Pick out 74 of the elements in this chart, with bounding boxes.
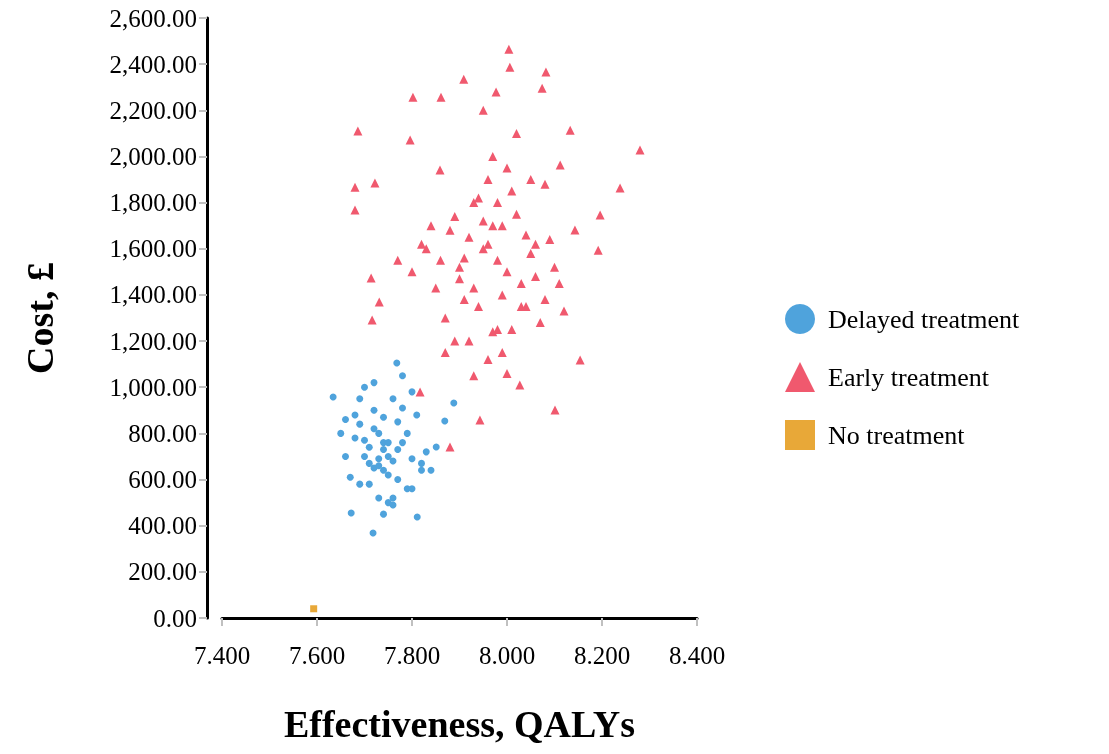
point — [394, 418, 402, 426]
y-tick-label: 2,400.00 — [109, 50, 197, 78]
point — [356, 480, 364, 488]
point — [432, 443, 440, 451]
x-axis-title: Effectiveness, QALYs — [283, 703, 636, 745]
point — [418, 466, 425, 474]
point — [441, 417, 449, 425]
y-tick-label: 400.00 — [128, 512, 197, 540]
point — [380, 466, 387, 474]
point — [399, 372, 406, 380]
point — [342, 452, 349, 460]
y-axis-title: Cost, £ — [19, 262, 61, 374]
point — [342, 416, 349, 424]
point — [310, 605, 318, 613]
point — [413, 513, 421, 521]
point — [356, 395, 364, 403]
point — [375, 455, 383, 463]
x-tick-label: 7.800 — [383, 642, 441, 669]
y-tick-label: 1,000.00 — [109, 373, 197, 401]
point — [413, 411, 421, 419]
y-tick-label: 800.00 — [128, 419, 197, 447]
point — [394, 476, 402, 484]
y-tick-label: 0.00 — [153, 604, 197, 632]
legend-label: Early treatment — [828, 362, 990, 392]
point — [375, 494, 383, 502]
y-tick-label: 1,200.00 — [109, 327, 197, 355]
point — [403, 429, 411, 437]
point — [408, 455, 416, 463]
point — [337, 429, 345, 437]
point — [380, 413, 387, 421]
point — [450, 399, 458, 407]
point — [370, 425, 378, 433]
point — [329, 393, 337, 401]
point — [370, 379, 378, 387]
y-tick-label: 200.00 — [128, 558, 197, 586]
x-tick-label: 8.200 — [573, 642, 631, 669]
point — [346, 473, 354, 481]
y-tick-label: 1,600.00 — [109, 235, 197, 263]
y-tick-label: 2,000.00 — [109, 142, 197, 170]
point — [356, 420, 364, 428]
y-tick-label: 600.00 — [128, 466, 197, 494]
x-tick-label: 8.400 — [668, 642, 726, 669]
point — [375, 429, 383, 437]
point — [384, 452, 392, 460]
point — [389, 395, 397, 403]
point — [375, 462, 383, 470]
point — [380, 510, 387, 518]
point — [394, 446, 402, 454]
point — [361, 436, 368, 444]
legend-label: No treatment — [828, 420, 966, 450]
x-tick-label: 7.400 — [193, 642, 251, 669]
point — [399, 439, 406, 447]
point — [393, 359, 401, 367]
y-tick-label: 1,800.00 — [109, 189, 197, 217]
point — [399, 404, 406, 412]
point — [361, 452, 368, 460]
y-tick-label: 2,600.00 — [109, 4, 197, 32]
point — [370, 406, 378, 414]
x-tick-label: 8.000 — [478, 642, 536, 669]
point — [422, 448, 430, 456]
point — [347, 509, 355, 517]
point — [365, 480, 373, 488]
point — [418, 459, 425, 467]
y-tick-label: 1,400.00 — [109, 281, 197, 309]
point — [380, 446, 387, 454]
y-tick-label: 2,200.00 — [109, 96, 197, 124]
point — [427, 466, 435, 474]
x-tick-label: 7.600 — [288, 642, 346, 669]
point — [365, 443, 373, 451]
point — [384, 471, 392, 479]
point — [361, 383, 368, 391]
point — [365, 459, 373, 467]
legend-label: Delayed treatment — [828, 304, 1021, 334]
point — [408, 485, 416, 493]
